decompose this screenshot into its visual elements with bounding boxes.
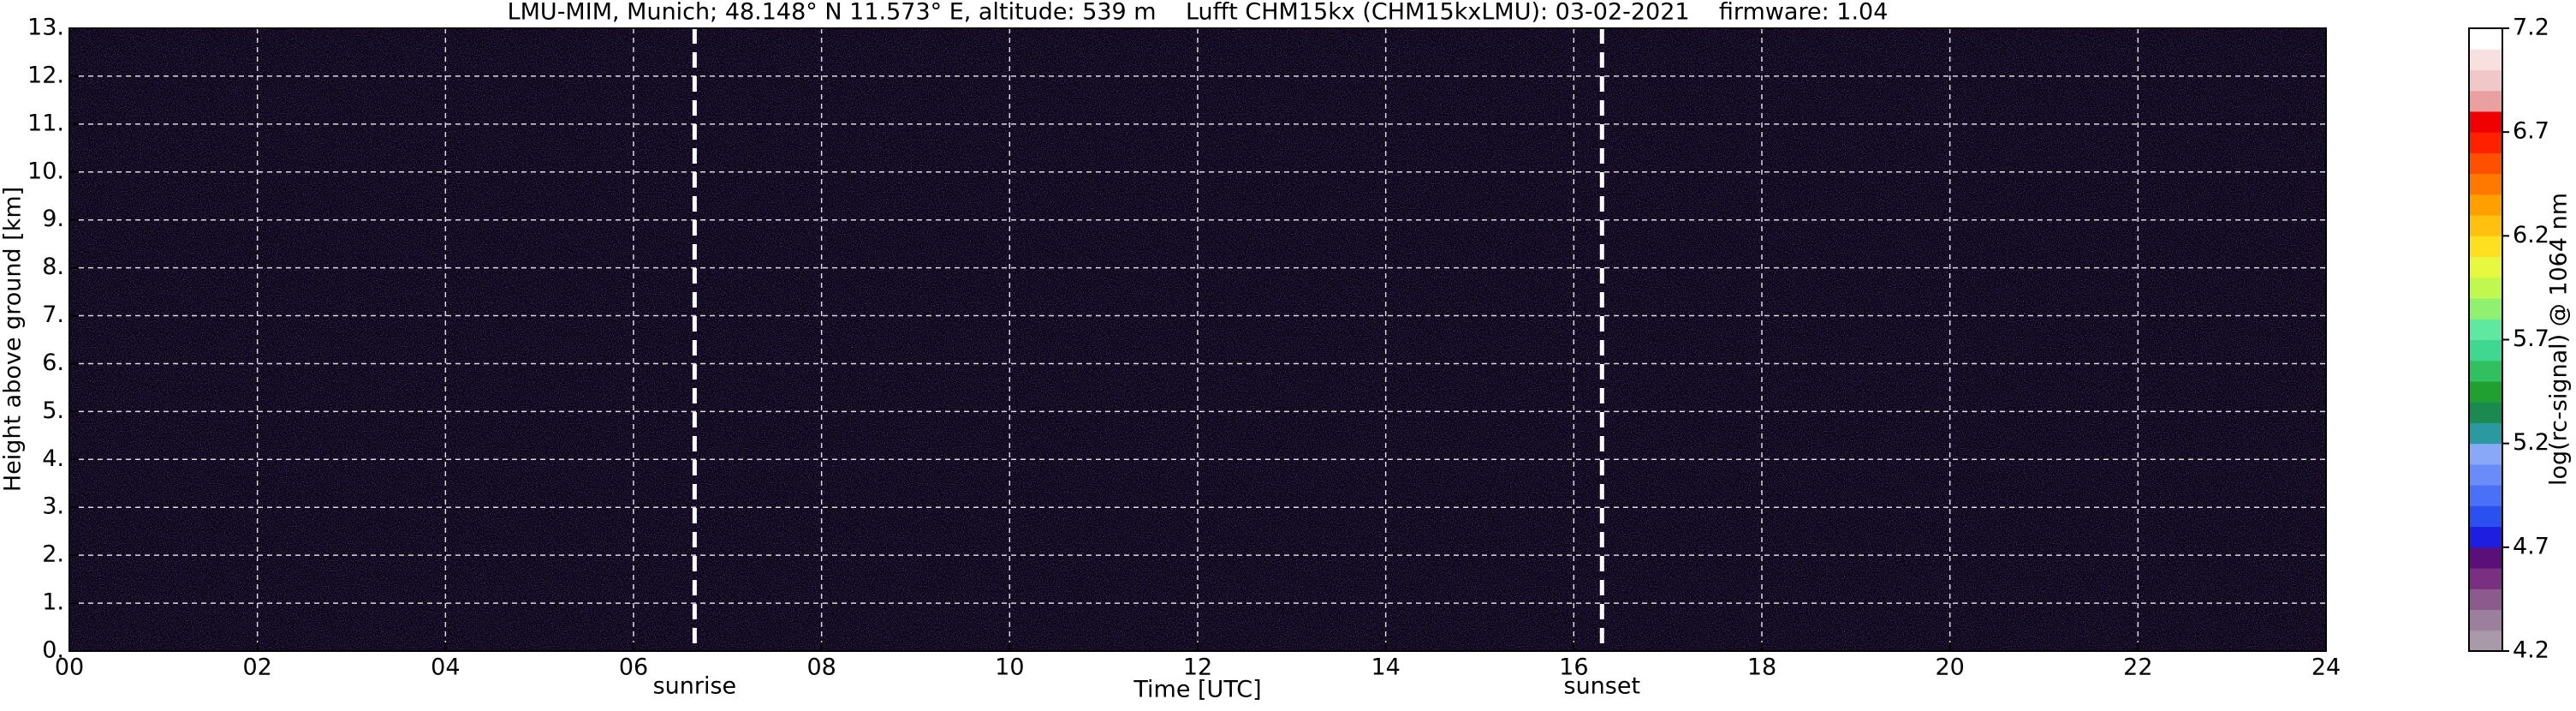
colorbar-segment <box>2469 319 2502 340</box>
x-tick-label: 02 <box>242 654 271 681</box>
colorbar-segment <box>2469 339 2502 361</box>
y-tick-label: 6. <box>42 350 64 376</box>
colorbar-segment <box>2469 215 2502 236</box>
x-tick-label: 10 <box>995 654 1024 681</box>
colorbar-segment <box>2469 69 2502 92</box>
colorbar-tick-label: 4.2 <box>2513 637 2549 664</box>
colorbar-segment <box>2469 526 2502 548</box>
annotation-label: sunrise <box>653 673 737 700</box>
colorbar-segment <box>2469 505 2502 528</box>
y-tick-label: 10. <box>27 158 64 184</box>
colorbar-segment <box>2469 236 2502 258</box>
x-tick-label: 08 <box>806 654 836 681</box>
colorbar-tick-label: 4.7 <box>2513 533 2549 559</box>
x-tick-label: 04 <box>431 654 460 681</box>
y-tick-label: 2. <box>42 541 64 568</box>
colorbar-segment <box>2469 152 2502 175</box>
colorbar-segment <box>2469 380 2502 403</box>
colorbar-segment <box>2469 422 2502 445</box>
chart-title: LMU-MIM, Munich; 48.148° N 11.573° E, al… <box>508 0 1889 26</box>
colorbar-segment <box>2469 194 2502 216</box>
y-tick-label: 8. <box>42 254 64 280</box>
colorbar-segment <box>2469 90 2502 112</box>
colorbar-segment <box>2469 630 2502 652</box>
y-tick-label: 0. <box>42 637 64 664</box>
x-tick-label: 14 <box>1371 654 1400 681</box>
colorbar-segment <box>2469 49 2502 70</box>
y-tick-label: 9. <box>42 206 64 232</box>
colorbar-tick-label: 6.7 <box>2513 118 2549 145</box>
y-tick-label: 3. <box>42 493 64 520</box>
colorbar-segment <box>2469 28 2502 50</box>
colorbar-segment <box>2469 589 2502 611</box>
colorbar-tick-label: 6.2 <box>2513 222 2549 248</box>
x-tick-label: 12 <box>1183 654 1212 681</box>
x-tick-label: 22 <box>2123 654 2152 681</box>
annotation-label: sunset <box>1564 673 1641 700</box>
colorbar-segment <box>2469 547 2502 569</box>
y-tick-label: 1. <box>42 589 64 616</box>
colorbar-segment <box>2469 568 2502 589</box>
x-axis-label: Time [UTC] <box>1133 677 1261 703</box>
colorbar-segment <box>2469 132 2502 153</box>
x-tick-label: 00 <box>55 654 84 681</box>
x-tick-label: 06 <box>619 654 648 681</box>
colorbar-tick-label: 5.7 <box>2513 326 2549 352</box>
x-tick-label: 20 <box>1935 654 1964 681</box>
y-tick-label: 12. <box>27 62 64 88</box>
colorbar-segment <box>2469 256 2502 278</box>
colorbar-segment <box>2469 463 2502 486</box>
colorbar-segment <box>2469 609 2502 631</box>
colorbar-segment <box>2469 485 2502 506</box>
colorbar-segment <box>2469 111 2502 133</box>
x-tick-label: 16 <box>1559 654 1588 681</box>
colorbar-tick-label: 5.2 <box>2513 429 2549 456</box>
y-tick-label: 5. <box>42 397 64 424</box>
x-tick-label: 24 <box>2311 654 2341 681</box>
y-tick-label: 11. <box>27 110 64 136</box>
y-axis-label: Height above ground [km] <box>0 187 27 492</box>
plot-frame <box>68 27 2327 652</box>
y-tick-label: 7. <box>42 302 64 328</box>
colorbar-segment <box>2469 277 2502 299</box>
colorbar-segment <box>2469 402 2502 423</box>
y-tick-label: 4. <box>42 445 64 472</box>
colorbar-label: log(rc-signal) @ 1064 nm <box>2546 193 2573 486</box>
colorbar-segment <box>2469 298 2502 320</box>
colorbar-tick-label: 7.2 <box>2513 15 2549 41</box>
colorbar-segment <box>2469 360 2502 382</box>
colorbar-segment <box>2469 443 2502 465</box>
y-tick-label: 13. <box>27 15 64 41</box>
colorbar-segment <box>2469 173 2502 195</box>
x-tick-label: 18 <box>1747 654 1776 681</box>
